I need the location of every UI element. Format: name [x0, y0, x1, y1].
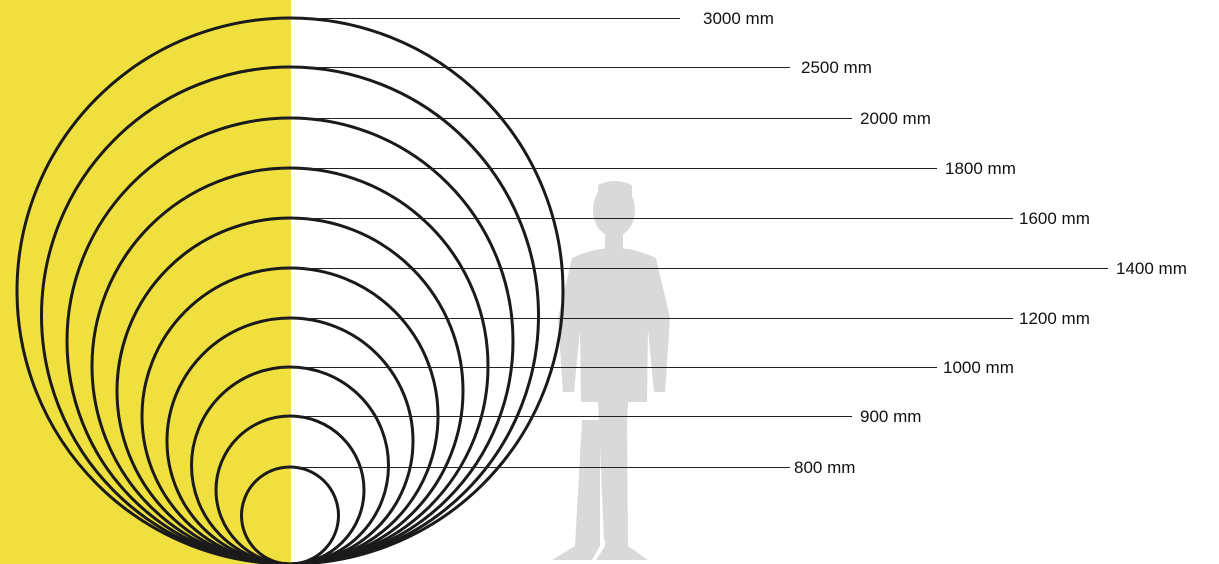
- diameter-label: 1000 mm: [943, 358, 1014, 377]
- diameter-label: 1800 mm: [945, 159, 1016, 178]
- diameter-label: 1600 mm: [1019, 209, 1090, 228]
- diameter-labels: 3000 mm 2500 mm 2000 mm 1800 mm 1600 mm 1400 …: [703, 9, 1187, 477]
- diameter-label: 1200 mm: [1019, 309, 1090, 328]
- diameter-label: 3000 mm: [703, 9, 774, 28]
- leader-lines: [280, 18, 1108, 468]
- yellow-background-panel: [0, 0, 291, 564]
- diameter-label: 2000 mm: [860, 109, 931, 128]
- diameter-label: 900 mm: [860, 407, 921, 426]
- diameter-label: 800 mm: [794, 458, 855, 477]
- diameter-label: 2500 mm: [801, 58, 872, 77]
- person-silhouette-icon: [552, 181, 670, 560]
- diameter-label: 1400 mm: [1116, 259, 1187, 278]
